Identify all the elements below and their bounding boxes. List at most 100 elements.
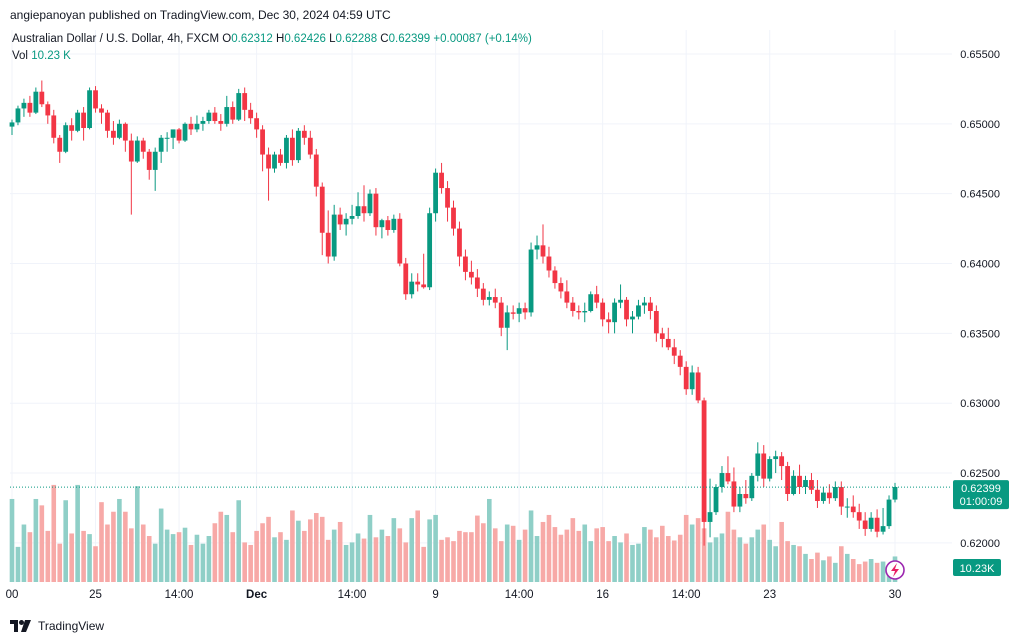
volume-bar [600,527,605,582]
volume-bar [182,527,188,582]
x-tick-label: 14:00 [165,589,194,601]
volume-bar [445,537,450,582]
volume-bar [248,544,253,582]
volume-bar [695,518,701,582]
candle-body [540,245,546,257]
volume-bar [140,524,146,582]
volume-bar [27,532,33,582]
candle-body [105,112,110,131]
volume-bar [51,484,57,582]
candle-body [39,91,45,105]
volume-bar [868,559,874,582]
candles [9,80,898,546]
candle-body [224,107,230,124]
volume-bar [45,530,51,582]
volume-bar [81,530,86,582]
y-tick-label: 0.62000 [960,538,1000,550]
volume-bar [433,514,438,582]
volume-bar [212,523,218,582]
candle-body [134,140,140,162]
volume-bar [242,542,247,582]
candle-body [379,220,385,228]
candle-body [152,151,158,170]
candle-body [862,520,868,529]
candle-body [337,214,343,225]
volume-bar [886,566,892,582]
candle-body [642,302,647,306]
candle-body [689,372,695,390]
candle-body [600,302,606,320]
candle-body [892,487,898,500]
price-grid [10,30,952,582]
candle-body [421,284,427,288]
symbol-title[interactable]: Australian Dollar / U.S. Dollar, 4h, FXC… [12,33,220,45]
volume-bar [105,524,110,582]
candle-body [325,232,331,257]
candle-body [546,256,552,271]
candle-body [659,333,665,339]
volume-bar [791,544,796,582]
volume-bar [278,532,283,582]
volume-bar [397,528,403,582]
badge-countdown-text: 01:00:09 [960,496,1003,508]
volume-bar [69,533,74,582]
price-badge: 0.62399 01:00:09 [953,480,1009,510]
candle-body [695,372,701,401]
candle-body [797,475,802,488]
volume-bar [665,536,671,582]
volume-bar [379,529,385,582]
candle-body [331,214,337,257]
volume-bar [170,534,176,582]
candle-body [880,526,886,532]
tradingview-logo-icon [10,620,31,632]
volume-bar [164,529,170,582]
tradingview-logo[interactable]: TradingView [10,619,104,633]
candle-body [832,487,838,499]
candle-body [647,302,653,311]
candle-body [128,140,134,162]
volume-bar [355,533,361,582]
volume-bar [773,546,778,582]
volume-label[interactable]: Vol [12,50,28,62]
candle-body [552,270,558,284]
candle-body [409,281,415,295]
volume-bar [475,515,480,582]
volume-bar [87,534,92,582]
volume-bar [492,528,498,582]
candle-body [266,154,271,169]
volume-bar [206,536,212,582]
volume-bar [671,540,677,582]
candle-body [719,473,725,488]
x-tick-label: 23 [763,589,776,601]
volume-bar [809,559,814,582]
candle-body [361,206,367,214]
candle-body [558,283,564,292]
candle-body [236,93,242,120]
candle-body [212,112,218,122]
volume-bar [284,539,289,582]
volume-bar [337,521,343,582]
volume-bar [325,539,331,582]
candle-body [624,299,629,320]
candle-body [164,137,170,139]
candle-body [439,172,444,189]
volume-bar [516,539,522,582]
candle-body [665,338,671,348]
candle-body [51,115,57,138]
time-axis: 00 25 14:00 Dec 14:00 9 14:00 16 14:00 23 30 [6,589,902,601]
candle-body [773,456,779,460]
volume-bar [528,510,534,582]
candle-body [200,121,206,124]
volume-bar [260,523,265,582]
volume-bar [839,546,844,582]
candle-body [570,302,576,311]
flash-icon[interactable] [885,560,905,580]
candle-body [230,107,236,120]
candle-body [856,512,862,521]
volume-bar [815,552,820,582]
x-tick-label: 25 [89,589,102,601]
volume-bar [129,528,134,582]
volume-bar [367,514,373,582]
x-tick-label: 00 [6,589,19,601]
